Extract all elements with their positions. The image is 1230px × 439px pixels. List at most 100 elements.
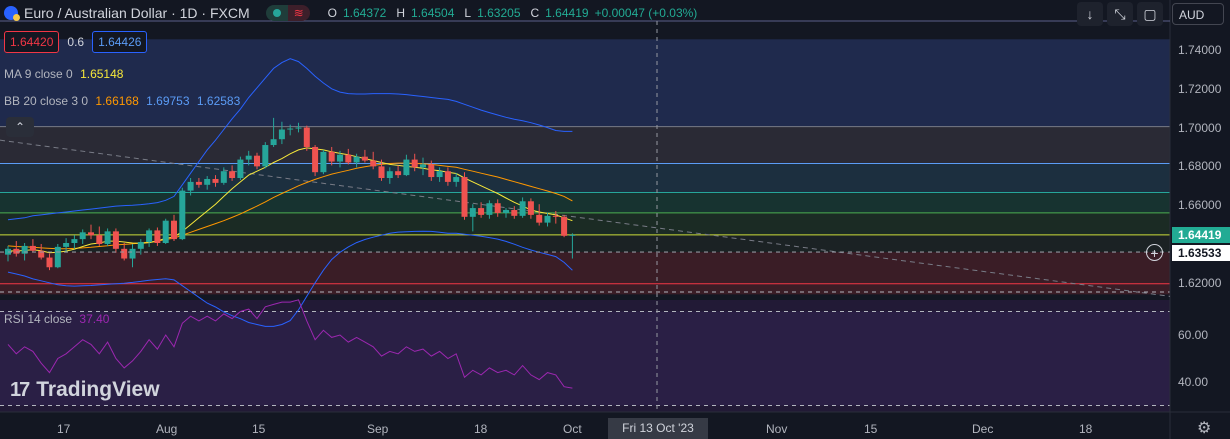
market-status-pill[interactable]: ≋ xyxy=(265,5,310,21)
candle-body xyxy=(21,245,28,254)
price-tick-label: 1.62000 xyxy=(1178,276,1222,290)
candle-body xyxy=(469,208,476,217)
time-tick-label: 18 xyxy=(1079,422,1093,436)
candle-body xyxy=(395,171,402,176)
rsi-band xyxy=(0,311,1170,406)
candle-body xyxy=(494,203,501,213)
price-tick-label: 1.66000 xyxy=(1178,198,1222,212)
candle-body xyxy=(63,243,70,247)
plus-icon: + xyxy=(1150,245,1159,261)
settings-gear-icon[interactable]: ⚙ xyxy=(1197,420,1212,437)
collapse-legend-button[interactable]: ⌃ xyxy=(6,117,34,137)
add-alert-button[interactable]: + xyxy=(1146,244,1163,261)
open-value: 1.64372 xyxy=(342,6,387,20)
candle-body xyxy=(278,129,285,140)
symbol-header: Euro / Australian Dollar · 1D · FXCM ≋ O… xyxy=(4,3,697,23)
change-value: +0.00047 (+0.03%) xyxy=(594,6,698,20)
ma-params: 9 close 0 xyxy=(24,67,73,81)
candle-body xyxy=(436,171,443,178)
move-down-button[interactable]: ↓ xyxy=(1077,2,1103,26)
time-tick-label: Oct xyxy=(563,422,582,436)
rsi-params: 14 close xyxy=(27,312,73,326)
rsi-value: 37.40 xyxy=(79,312,110,326)
candle-body xyxy=(345,154,352,163)
candle-body xyxy=(254,155,260,167)
price-tick-label: 1.68000 xyxy=(1178,159,1222,173)
time-tick-label: 15 xyxy=(252,422,266,436)
candle-body xyxy=(386,171,393,179)
trend-line xyxy=(0,139,1171,297)
crosshair-price-label: 1.63533 xyxy=(1172,245,1230,261)
ma-name: MA xyxy=(4,67,22,81)
rsi-line xyxy=(7,299,573,389)
candle-body xyxy=(503,210,509,213)
collapse-icon: ⤡ xyxy=(1114,6,1126,22)
candle-body xyxy=(303,127,310,147)
high-label: H xyxy=(396,6,406,20)
bb-params: 20 close 3 0 xyxy=(23,94,89,108)
rsi-tick-label: 40.00 xyxy=(1178,375,1209,389)
maximize-icon: ▢ xyxy=(1143,6,1157,22)
market-open-icon xyxy=(265,5,288,21)
candle-body xyxy=(444,171,451,182)
sell-price-button[interactable]: 1.64420 xyxy=(4,31,60,53)
candle-body xyxy=(511,210,518,216)
tradingview-logo-icon: 17 xyxy=(10,378,30,401)
candle-body xyxy=(486,203,493,215)
fib-zone xyxy=(0,252,1170,295)
candle-body xyxy=(171,220,177,240)
candle-body xyxy=(38,250,45,258)
candle-body xyxy=(552,215,559,217)
currency-selector[interactable]: AUD xyxy=(1172,3,1224,25)
ma-legend[interactable]: MA 9 close 0 1.65148 xyxy=(4,67,123,81)
fib-zone xyxy=(0,163,1170,193)
symbol-title[interactable]: Euro / Australian Dollar · 1D · FXCM xyxy=(24,5,250,21)
candle-body xyxy=(121,248,128,259)
price-tick-label: 1.72000 xyxy=(1178,82,1222,96)
time-tick-label: 17 xyxy=(57,422,71,436)
candle-body xyxy=(229,171,236,179)
time-tick-label: 18 xyxy=(474,422,488,436)
collapse-pane-button[interactable]: ⤡ xyxy=(1107,2,1133,26)
chevron-up-icon: ⌃ xyxy=(14,120,26,134)
candle-body xyxy=(137,242,144,249)
candle-body xyxy=(378,166,385,179)
candle-body xyxy=(328,151,335,162)
candle-body xyxy=(320,151,327,173)
close-label: C xyxy=(530,6,540,20)
bb-lower-value: 1.62583 xyxy=(196,94,241,108)
close-value: 1.64419 xyxy=(545,6,589,20)
maximize-pane-button[interactable]: ▢ xyxy=(1137,2,1163,26)
candle-body xyxy=(536,214,543,223)
bb-legend[interactable]: BB 20 close 3 0 1.66168 1.69753 1.62583 xyxy=(4,94,240,108)
candle-body xyxy=(262,145,269,167)
arrow-down-icon: ↓ xyxy=(1086,6,1094,22)
candle-body xyxy=(420,164,426,168)
spread-value: 0.6 xyxy=(67,35,85,49)
time-tick-label: Dec xyxy=(972,422,994,436)
candle-body xyxy=(112,231,119,249)
candle-body xyxy=(461,177,468,217)
candle-body xyxy=(337,154,343,162)
candle-body xyxy=(453,177,460,182)
candle-body xyxy=(312,146,319,173)
candle-body xyxy=(162,220,169,243)
candle-body xyxy=(569,234,576,236)
open-label: O xyxy=(327,6,337,20)
candle-body xyxy=(353,156,360,163)
last-price-label: 1.64419 xyxy=(1172,227,1230,243)
candle-body xyxy=(46,257,53,268)
rsi-legend[interactable]: RSI 14 close 37.40 xyxy=(4,312,109,326)
fib-zone xyxy=(0,192,1170,213)
candle-body xyxy=(13,248,20,254)
candle-body xyxy=(478,208,485,215)
candle-body xyxy=(220,171,227,183)
tradingview-watermark: 17 TradingView xyxy=(10,378,160,402)
candle-body xyxy=(96,235,103,244)
time-tick-label: Sep xyxy=(367,422,389,436)
candle-body xyxy=(204,178,211,185)
buy-price-button[interactable]: 1.64426 xyxy=(92,31,148,53)
candle-body xyxy=(361,156,368,161)
candle-body xyxy=(146,230,153,243)
